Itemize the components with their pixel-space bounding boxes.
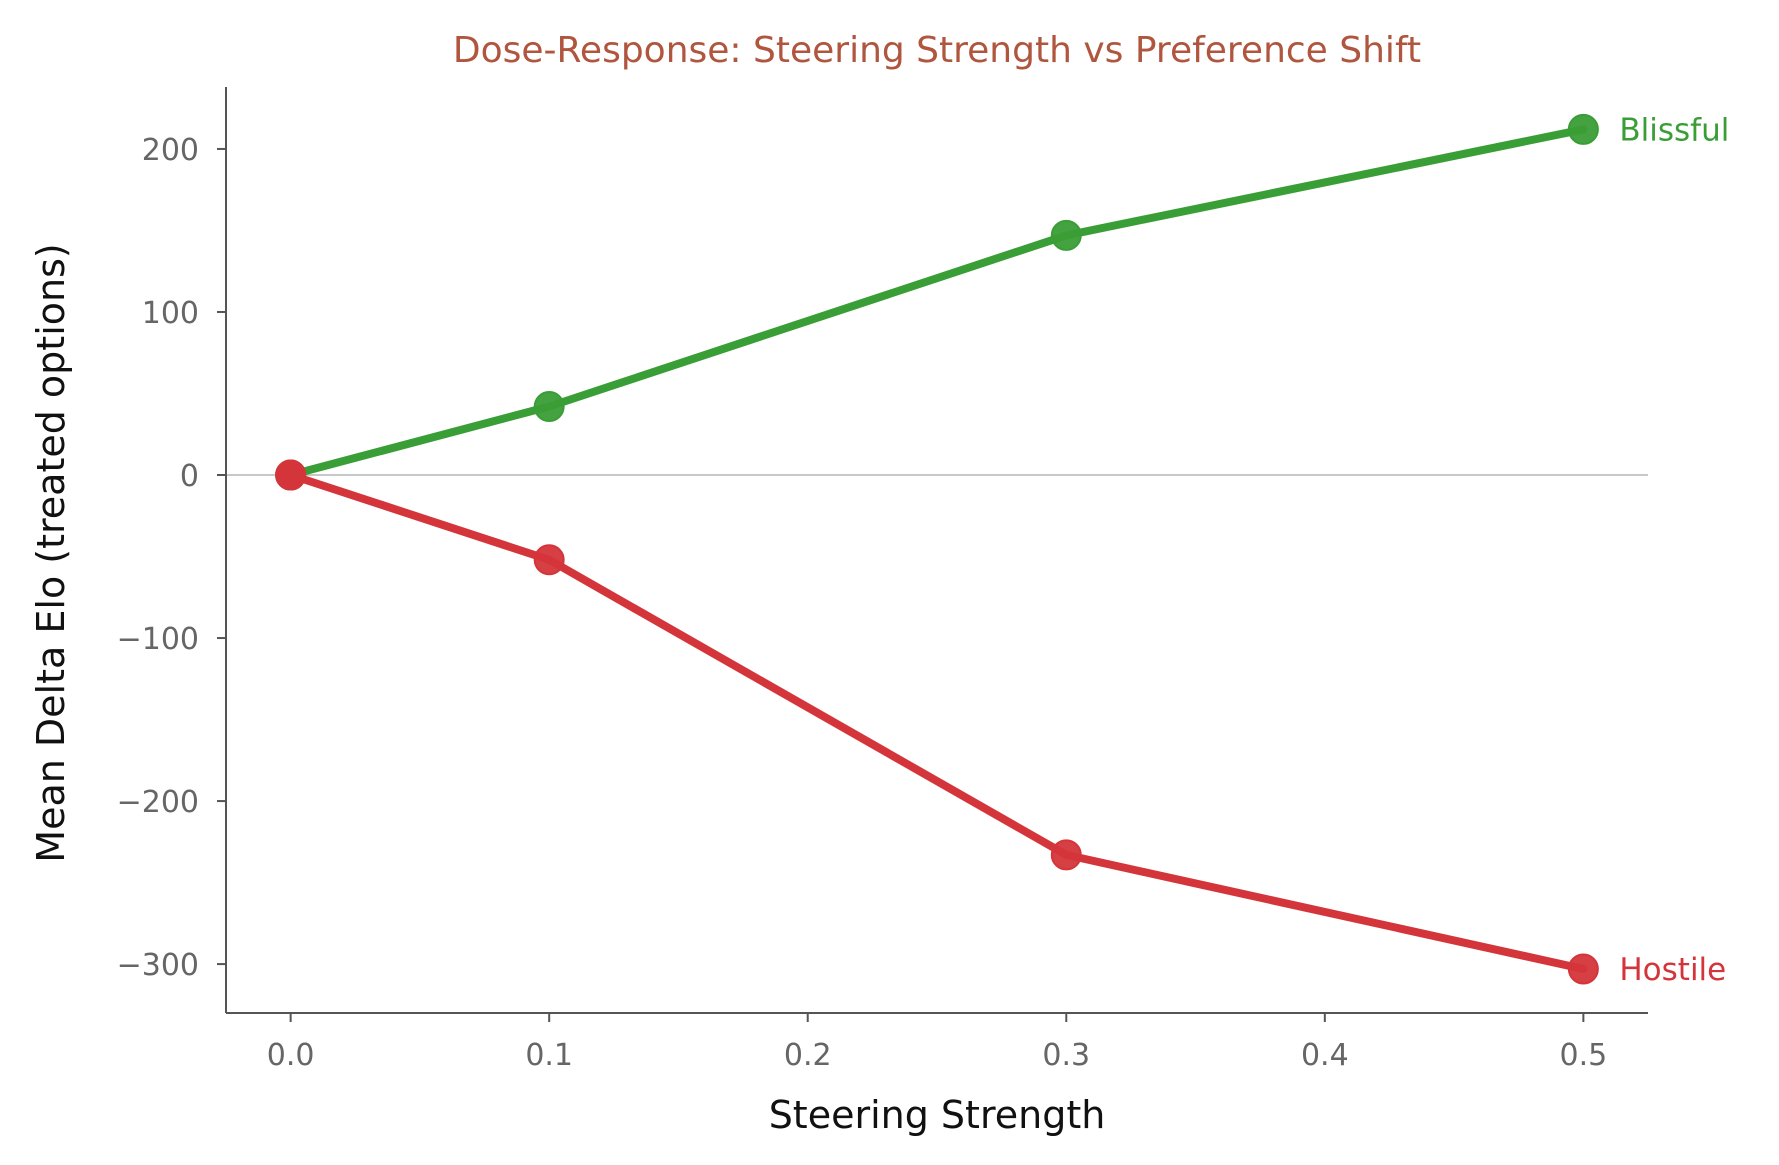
- hostile-data-point: [275, 459, 307, 491]
- blissful-series-label: Blissful: [1619, 112, 1729, 148]
- blissful-data-point: [1050, 219, 1082, 251]
- chart-title: Dose-Response: Steering Strength vs Pref…: [453, 30, 1421, 71]
- blissful-data-point: [533, 391, 565, 423]
- hostile-data-point: [1567, 953, 1599, 985]
- x-axis-label: Steering Strength: [769, 1093, 1106, 1137]
- y-tick-label: −100: [117, 622, 199, 657]
- y-tick-label: −200: [117, 785, 199, 820]
- y-tick-label: 0: [180, 459, 199, 494]
- plot-area: 0.0 0.1 0.2 0.3 0.4 0.5 200 100 0 −100 −200 −300 Bli…: [117, 87, 1729, 1073]
- y-axis-label: Mean Delta Elo (treated options): [29, 243, 73, 862]
- hostile-data-point: [1050, 839, 1082, 871]
- hostile-data-point: [533, 544, 565, 576]
- x-tick-label: 0.2: [784, 1038, 832, 1073]
- x-tick-label: 0.1: [525, 1038, 573, 1073]
- blissful-data-point: [1567, 113, 1599, 145]
- y-tick-label: −300: [117, 948, 199, 983]
- y-tick-label: 100: [142, 296, 199, 331]
- x-tick-label: 0.0: [267, 1038, 315, 1073]
- hostile-series-label: Hostile: [1619, 952, 1726, 988]
- blissful-series-line: [286, 125, 1588, 479]
- y-tick-label: 200: [142, 133, 199, 168]
- x-tick-label: 0.4: [1301, 1038, 1349, 1073]
- hostile-series-line: [286, 471, 1588, 973]
- x-tick-label: 0.5: [1560, 1038, 1608, 1073]
- x-tick-label: 0.3: [1042, 1038, 1090, 1073]
